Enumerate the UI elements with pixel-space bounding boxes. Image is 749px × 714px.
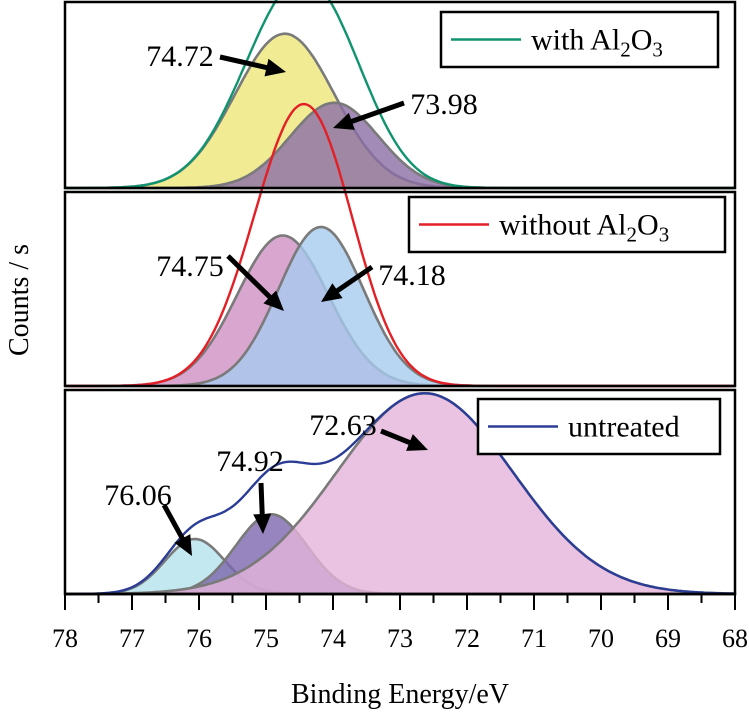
y-axis-label: Counts / s [4, 244, 35, 356]
legend-label: without Al2O3 [499, 209, 669, 247]
x-tick-label-69: 69 [655, 624, 681, 653]
legend-untreated: untreated [476, 397, 722, 456]
peak-label-73-98: 73.98 [410, 88, 478, 121]
x-tick-label-72: 72 [454, 624, 480, 653]
x-tick-label-78: 78 [52, 624, 78, 653]
arrow-shaft-74-75 [226, 254, 276, 303]
peak-label-74-18: 74.18 [378, 259, 446, 292]
legend-with-al2o3: with Al2O3 [439, 10, 720, 69]
arrow-head-74-72 [264, 58, 286, 77]
arrow-head-74-92 [253, 513, 272, 534]
x-tick-label-70: 70 [588, 624, 614, 653]
arrow-head-76-06 [174, 534, 192, 556]
peak-label-74-75: 74.75 [156, 250, 224, 283]
x-tick-label-76: 76 [186, 624, 212, 653]
arrow-shaft-73-98 [345, 100, 405, 126]
peak-label-76-06: 76.06 [104, 479, 172, 512]
panel-frame-with-al2o3 [63, 0, 737, 190]
x-tick-label-71: 71 [521, 624, 547, 653]
arrow-head-74-18 [321, 283, 343, 302]
x-tick-label-73: 73 [387, 624, 413, 653]
arrow-head-72-63 [406, 434, 428, 451]
legend-without-al2o3: without Al2O3 [407, 195, 727, 254]
arrow-shaft-74-18 [331, 264, 374, 297]
peak-label-72-63: 72.63 [309, 409, 377, 442]
arrow-shaft-74-92 [258, 482, 265, 521]
arrow-head-74-75 [263, 290, 284, 311]
arrow-shaft-76-06 [161, 503, 188, 545]
arrow-head-73-98 [333, 112, 355, 130]
peak-label-74-92: 74.92 [216, 445, 284, 478]
legend-label: untreated [568, 411, 680, 444]
x-axis-label: Binding Energy/eV [291, 679, 509, 710]
peak-label-74-72: 74.72 [146, 40, 214, 73]
x-tick-label-74: 74 [320, 624, 346, 653]
x-tick-label-75: 75 [253, 624, 279, 653]
arrow-shaft-72-63 [380, 428, 416, 448]
legend-label: with Al2O3 [531, 24, 663, 62]
x-tick-label-68: 68 [722, 624, 748, 653]
x-tick-label-77: 77 [119, 624, 145, 653]
arrow-shaft-74-72 [219, 54, 273, 72]
panel-frame-without-al2o3 [63, 190, 737, 388]
peak-73-98-with-al2o3 [65, 101, 735, 190]
